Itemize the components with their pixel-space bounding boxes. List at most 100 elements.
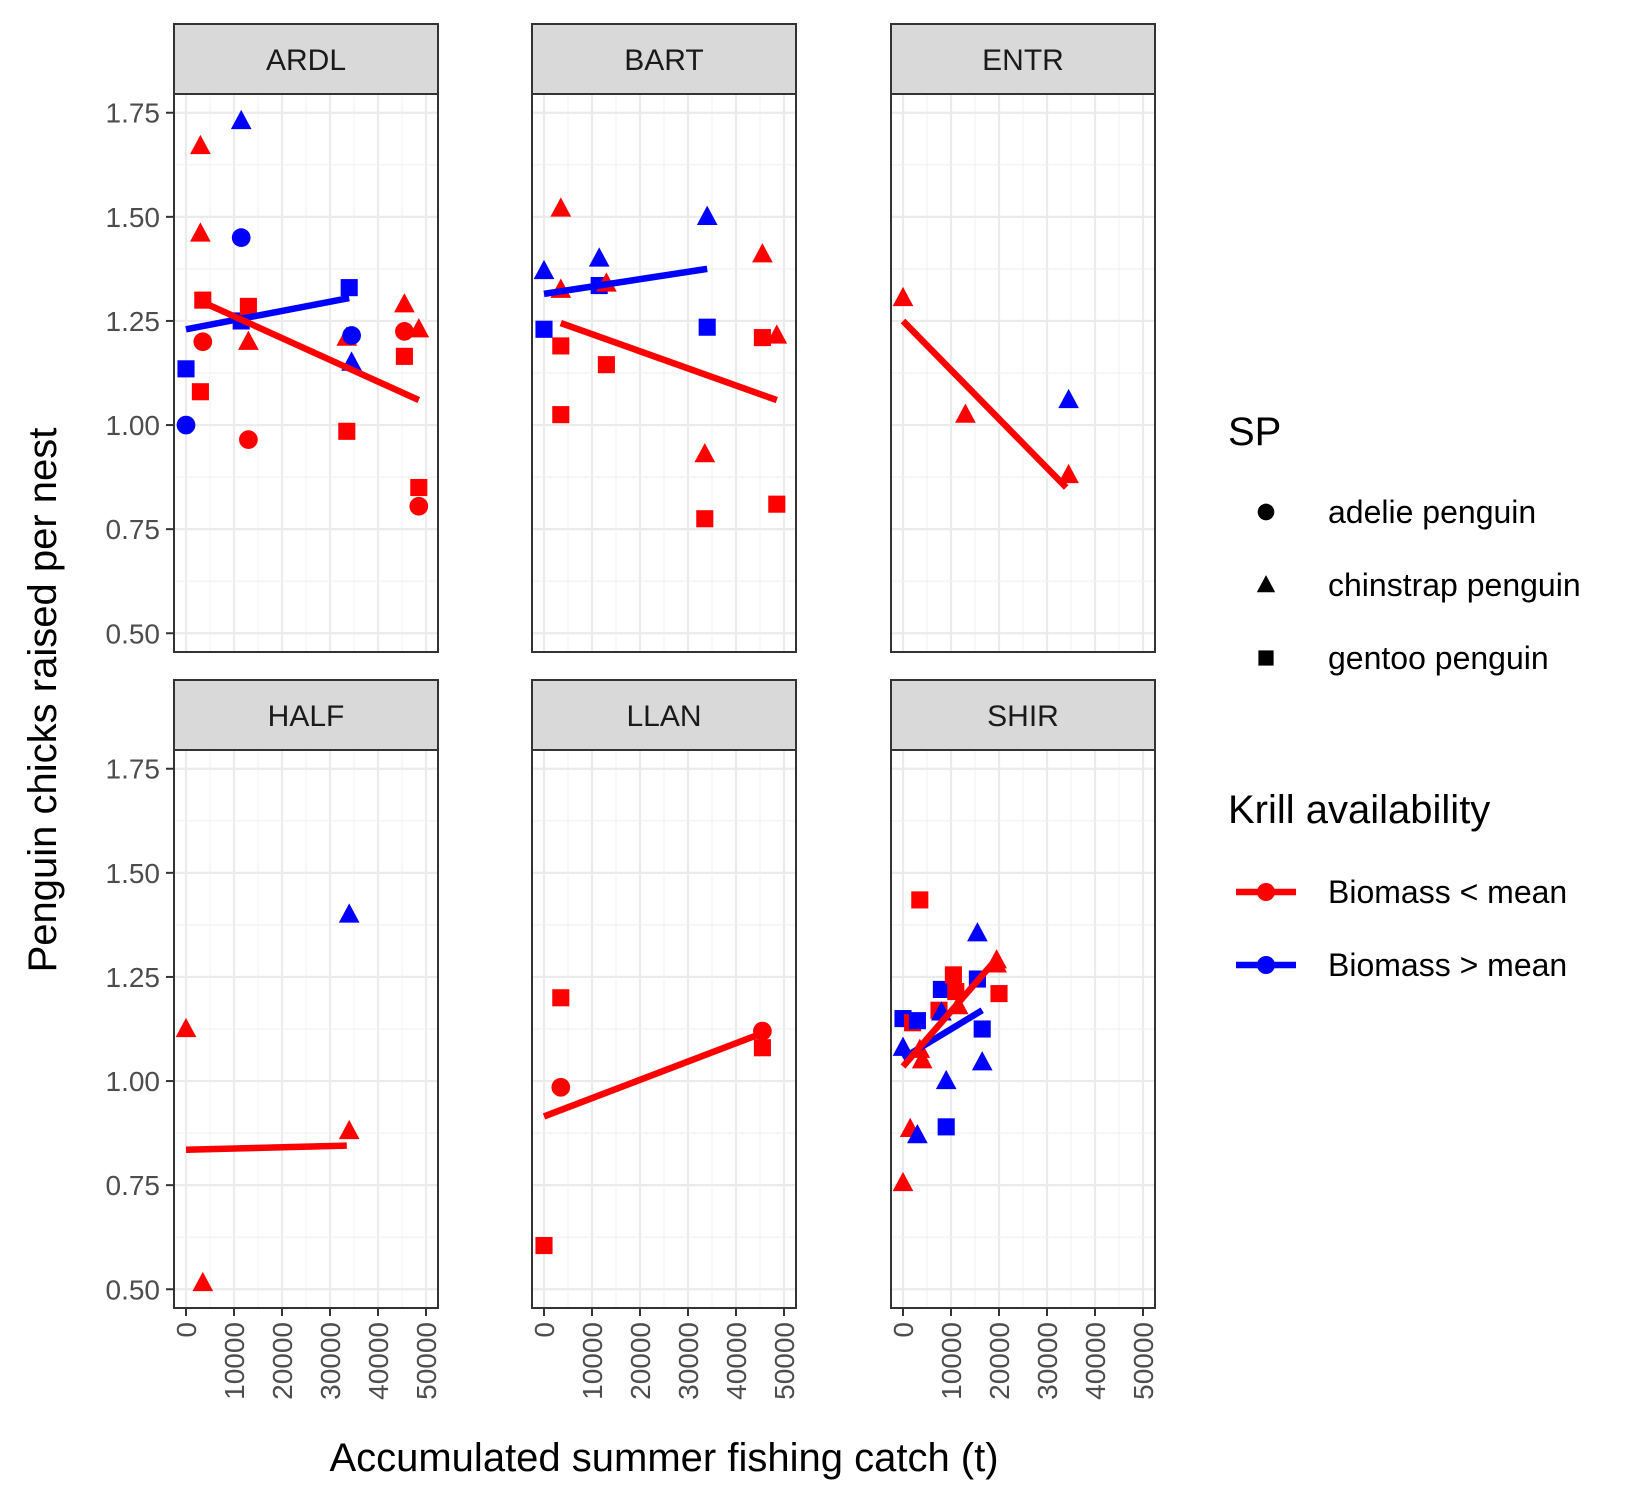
gridlines — [174, 750, 438, 1308]
y-axis-title: Penguin chicks raised per nest — [21, 428, 65, 973]
data-point-triangle — [588, 247, 610, 267]
data-point-square — [552, 406, 570, 424]
x-tick-label: 40000 — [1080, 1322, 1111, 1400]
x-tick-label: 20000 — [984, 1322, 1015, 1400]
data-point-square — [944, 966, 962, 984]
data-point-square — [990, 985, 1008, 1003]
data-point-triangle — [394, 293, 415, 313]
y-tick-label: 1.25 — [106, 962, 161, 993]
facet-strip — [890, 23, 1156, 95]
data-point-triangle — [967, 922, 988, 942]
facet-panel-entr: ENTR — [890, 23, 1156, 653]
y-tick-label: 1.75 — [106, 754, 161, 785]
legend-key-square — [1258, 650, 1274, 666]
data-point-triangle — [550, 197, 572, 217]
facet-strip — [890, 679, 1156, 751]
x-tick-label: 50000 — [411, 1322, 442, 1400]
panels-layer: ARDL 0.50 0.75 1.00 1.25 1.50 1.75 BART ENTR HALF… — [106, 23, 1159, 1400]
data-point-triangle — [766, 324, 788, 344]
data-point-square — [911, 891, 929, 909]
gridlines — [532, 750, 796, 1308]
facet-strip-label: SHIR — [987, 700, 1059, 733]
data-point-square — [340, 279, 358, 297]
facet-strip-label: LLAN — [626, 700, 701, 733]
panel-border — [531, 749, 797, 1309]
y-tick-label: 1.00 — [106, 410, 161, 441]
y-tick-label: 1.00 — [106, 1066, 161, 1097]
data-point-circle — [395, 321, 414, 341]
y-tick-label: 0.75 — [106, 1170, 161, 1201]
data-point-triangle — [971, 1051, 993, 1071]
x-tick-label: 0 — [888, 1322, 919, 1338]
data-point-triangle — [338, 903, 360, 923]
data-point-triangle — [1058, 388, 1079, 409]
facet-panel-ardl: ARDL 0.50 0.75 1.00 1.25 1.50 1.75 — [106, 23, 439, 653]
data-points — [175, 903, 360, 1292]
data-point-square — [696, 510, 714, 528]
x-tick-label: 10000 — [219, 1322, 250, 1400]
data-points — [892, 286, 1079, 484]
legend-label-square: gentoo penguin — [1328, 640, 1549, 676]
data-point-square — [535, 1236, 553, 1255]
data-point-circle — [409, 496, 429, 516]
data-point-square — [552, 989, 570, 1007]
legend-label-high: Biomass > mean — [1328, 947, 1567, 983]
data-point-triangle — [694, 443, 716, 463]
data-point-square — [191, 383, 209, 401]
data-point-square — [535, 320, 553, 338]
legend-shape-title: SP — [1228, 410, 1281, 454]
data-point-square — [768, 495, 786, 513]
data-point-triangle — [192, 1271, 214, 1292]
x-tick-label: 50000 — [1128, 1322, 1159, 1400]
data-point-square — [338, 422, 356, 440]
facet-strip-label: ENTR — [982, 44, 1064, 77]
data-point-square — [947, 982, 965, 1001]
trend-line-low — [559, 319, 778, 404]
facet-strip-label: HALF — [268, 700, 345, 733]
data-point-triangle — [338, 1119, 360, 1140]
trend-lines — [185, 294, 421, 404]
y-tick-label: 0.75 — [106, 514, 161, 545]
legend-key-circle — [1257, 503, 1275, 521]
facet-strip-label: BART — [624, 44, 703, 77]
legend-label-low: Biomass < mean — [1328, 874, 1567, 910]
facet-panel-bart: BART — [531, 23, 797, 653]
gridlines — [532, 94, 796, 652]
data-point-triangle — [408, 318, 430, 338]
data-point-triangle — [190, 222, 211, 242]
x-axis-title: Accumulated summer fishing catch (t) — [329, 1436, 998, 1480]
data-point-circle — [342, 326, 361, 345]
panel-border — [531, 93, 797, 653]
facet-panel-shir: SHIR 0 10000 20000 30000 40000 50000 — [888, 679, 1159, 1400]
data-points — [533, 197, 788, 528]
x-tick-label: 0 — [171, 1322, 202, 1338]
data-point-triangle — [696, 205, 718, 225]
legend-color-entries: Biomass < mean Biomass > mean — [1236, 874, 1567, 983]
x-tick-label: 20000 — [625, 1322, 656, 1400]
data-point-square — [177, 360, 195, 378]
y-tick-label: 1.75 — [106, 98, 161, 129]
data-point-triangle — [190, 134, 211, 155]
y-tick-label: 1.50 — [106, 858, 161, 889]
legend-key-dot-high — [1257, 956, 1275, 974]
facet-strip — [531, 679, 797, 751]
legend-key-triangle — [1256, 575, 1276, 593]
trend-lines — [900, 318, 1069, 490]
data-point-circle — [231, 228, 251, 248]
x-tick-label: 20000 — [267, 1322, 298, 1400]
facet-panel-llan: LLAN 0 10000 20000 30000 40000 50000 — [529, 679, 800, 1400]
trend-line-low — [201, 299, 421, 404]
data-point-circle — [239, 430, 258, 449]
legend-shape-entries: adelie penguin chinstrap penguin gentoo pe… — [1256, 494, 1581, 676]
data-points — [176, 109, 430, 516]
legend: SP adelie penguin chinstrap penguin gentoo… — [1228, 410, 1581, 983]
x-tick-label: 50000 — [769, 1322, 800, 1400]
data-point-circle — [193, 332, 213, 352]
trend-lines — [185, 1142, 347, 1154]
data-point-triangle — [911, 1049, 933, 1069]
data-point-square — [937, 1118, 955, 1136]
trend-lines — [900, 953, 1002, 1069]
x-tick-label: 10000 — [577, 1322, 608, 1400]
data-point-triangle — [935, 1069, 957, 1090]
data-point-square — [908, 1012, 926, 1030]
